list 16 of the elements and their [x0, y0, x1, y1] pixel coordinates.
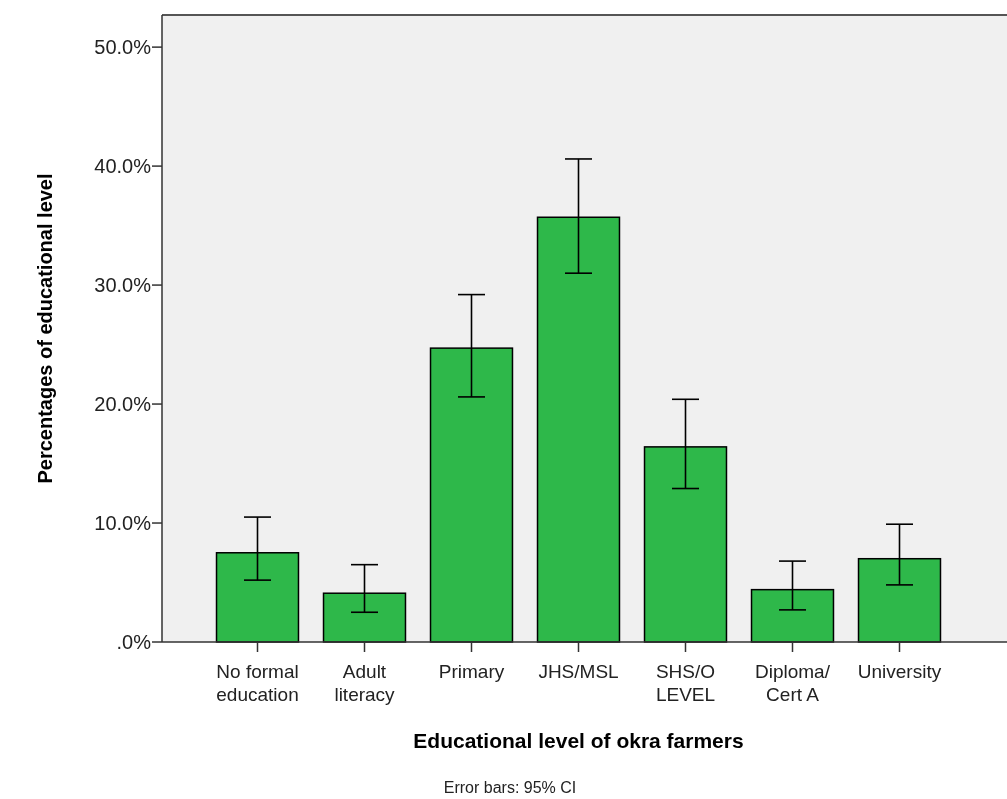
y-tick-label: 20.0% [94, 393, 152, 416]
y-tick-label: .0% [116, 631, 152, 654]
y-tick-label: 10.0% [94, 512, 152, 535]
x-tick-label: SHS/O LEVEL [655, 661, 716, 705]
x-tick-label: Primary [438, 661, 505, 682]
text: Error bars: 95% CI [443, 779, 577, 796]
x-tick-label: Adult literacy [334, 661, 396, 705]
x-tick-label: JHS/MSL [538, 661, 619, 682]
x-tick-label: University [857, 661, 942, 682]
y-axis-title: Percentages of educational level [34, 173, 56, 484]
x-tick-label: Diploma/ Cert A [755, 661, 831, 705]
x-axis-title: Educational level of okra farmers [413, 729, 744, 752]
y-tick-label: 30.0% [94, 274, 152, 297]
x-tick-label: No formal education [216, 661, 299, 705]
y-tick-label: 40.0% [94, 155, 152, 178]
y-tick-label: 50.0% [94, 36, 152, 59]
